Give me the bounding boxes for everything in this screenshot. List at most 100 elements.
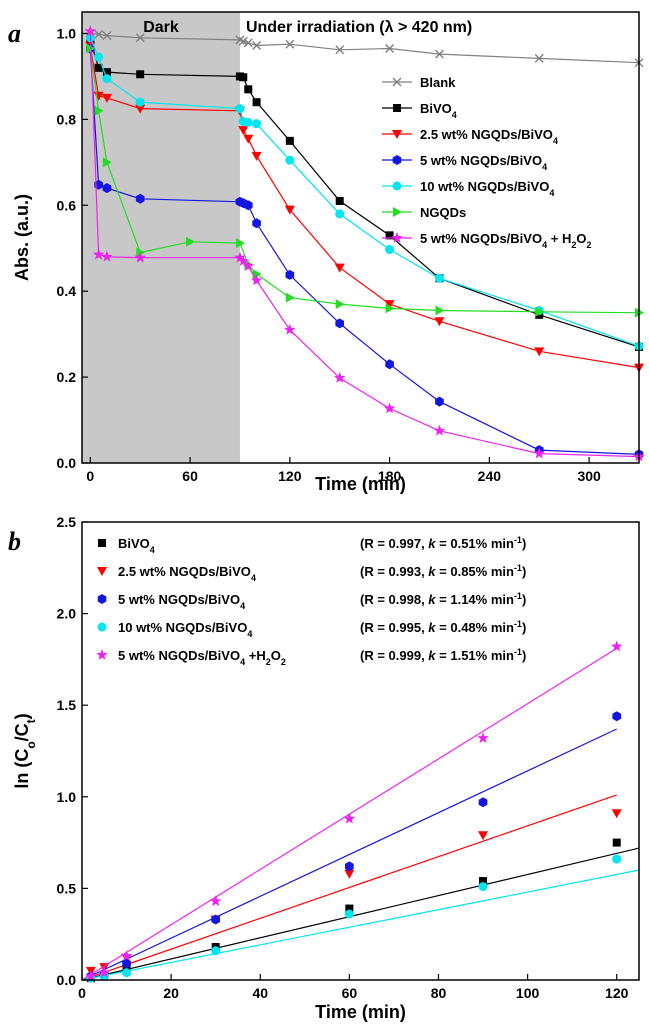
- data-point-a-5-8: [285, 292, 295, 303]
- data-point-a-3-8: [285, 269, 295, 280]
- data-point-a-6-7: [250, 274, 263, 286]
- panel-a: a Dark Under irradiation (λ > 420 nm) Bl…: [8, 11, 645, 494]
- data-point-a-4-8: [285, 155, 295, 165]
- data-point-a-3-11: [435, 396, 444, 407]
- x-tick-label-b: 100: [516, 985, 540, 1001]
- plot-frame-b: [81, 521, 640, 981]
- data-point-a-2-12: [534, 347, 545, 357]
- data-point-a-6-6: [242, 260, 254, 272]
- data-point-a-4-2: [102, 74, 112, 84]
- x-axis-label-b: Time (min): [315, 1002, 406, 1022]
- x-tick-label-a: 300: [577, 468, 601, 484]
- data-point-a-0-6: [243, 38, 253, 48]
- data-point-b-1-5: [478, 831, 489, 841]
- data-point-a-0-8: [285, 39, 295, 49]
- y-tick-label-a: 1.0: [57, 25, 77, 41]
- dark-region-label: Dark: [143, 19, 179, 36]
- x-tick-label-a: 180: [378, 468, 402, 484]
- data-point-a-0-12: [534, 53, 544, 63]
- data-point-b-4-1: [98, 966, 110, 978]
- y-tick-label-a: 0.6: [57, 197, 77, 213]
- fit-line-b-1: [81, 794, 617, 981]
- data-point-a-1-3: [136, 70, 145, 79]
- data-point-b-0-5: [479, 877, 488, 886]
- data-point-a-2-9: [334, 263, 345, 273]
- data-point-a-5-12: [535, 306, 545, 317]
- fit-line-b-2: [81, 728, 617, 981]
- data-point-b-1-4: [344, 869, 355, 879]
- legend-fit-b-1: (R = 0.993, k = 0.85% min-1): [360, 563, 526, 579]
- data-point-a-0-10: [385, 44, 395, 54]
- x-tick-label-b: 20: [163, 985, 179, 1001]
- data-point-b-4-0: [85, 970, 97, 982]
- data-point-a-2-8: [284, 205, 295, 215]
- y-tick-label-a: 0.2: [57, 369, 77, 385]
- axis-ticks-b: 0 20 40 60 80 100 120 0.0 0.5 1.0 1.5 2.0 2.5: [57, 514, 629, 1001]
- fit-line-b-0: [81, 847, 640, 981]
- data-point-a-5-2: [102, 157, 112, 168]
- data-point-a-1-6: [244, 85, 253, 94]
- legend-marker-a-3: [392, 155, 402, 165]
- y-tick-label-b: 0.5: [57, 880, 77, 896]
- panel-letter-b: b: [8, 527, 21, 556]
- series-line-a-1: [89, 39, 640, 348]
- y-axis-label-b: ln (Co/Ct): [12, 713, 38, 788]
- data-point-b-4-4: [343, 812, 356, 824]
- data-point-a-3-7: [252, 218, 261, 229]
- data-point-a-4-6: [243, 117, 253, 127]
- data-point-a-2-5: [238, 126, 249, 136]
- data-point-a-1-10: [385, 231, 394, 240]
- series-line-a-0: [90, 32, 640, 64]
- x-tick-label-b: 60: [342, 985, 358, 1001]
- data-point-a-3-10: [385, 359, 394, 370]
- data-point-a-6-1: [92, 248, 105, 260]
- data-point-a-2-6: [243, 134, 254, 144]
- data-point-b-4-6: [611, 640, 623, 652]
- series-line-a-3: [89, 48, 640, 455]
- legend-label-a-4: 10 wt% NGQDs/BiVO4: [420, 179, 554, 198]
- plot-frame-a: [81, 11, 640, 464]
- legend-label-a-2: 2.5 wt% NGQDs/BiVO4: [420, 127, 558, 146]
- legend-marker-a-4: [392, 181, 402, 191]
- legend-b: BiVO4 (R = 0.997, k = 0.51% min-1) 2.5 wt%…: [96, 535, 526, 667]
- data-point-a-1-7: [252, 98, 261, 107]
- data-point-a-5-10: [385, 303, 395, 314]
- legend-label-a-3: 5 wt% NGQDs/BiVO4: [420, 153, 547, 172]
- data-point-a-5-11: [435, 305, 445, 316]
- legend-label-a-6: 5 wt% NGQDs/BiVO4 + H2O2: [420, 231, 591, 250]
- legend-marker-a-6: [391, 232, 403, 243]
- legend-fit-b-0: (R = 0.997, k = 0.51% min-1): [360, 535, 526, 551]
- panel-letter-a: a: [8, 19, 21, 48]
- legend-marker-b-1: [97, 567, 107, 576]
- data-point-b-3-5: [478, 882, 488, 892]
- data-point-a-6-10: [383, 402, 396, 414]
- data-point-a-4-3: [135, 97, 145, 107]
- x-tick-label-a: 120: [278, 468, 302, 484]
- data-point-a-6-3: [134, 251, 146, 263]
- y-tick-label-a: 0.8: [57, 111, 77, 127]
- series-group-b: [81, 640, 640, 983]
- data-point-a-4-1: [94, 52, 104, 62]
- data-point-b-0-6: [612, 838, 621, 847]
- series-group-a: [84, 25, 645, 462]
- x-tick-label-a: 60: [182, 468, 198, 484]
- y-tick-label-b: 2.5: [57, 514, 77, 530]
- legend-marker-b-0: [98, 539, 106, 547]
- legend-label-b-1: 2.5 wt% NGQDs/BiVO4: [118, 564, 256, 583]
- data-point-b-4-2: [120, 950, 133, 961]
- data-point-a-1-2: [102, 68, 111, 77]
- data-point-a-5-1: [94, 105, 104, 116]
- panel-b: b BiVO4 (R = 0.997, k = 0.51% min-1) 2.5 w…: [8, 514, 640, 1022]
- data-point-a-1-9: [335, 196, 344, 205]
- data-point-a-4-10: [385, 245, 395, 255]
- legend-fit-b-3: (R = 0.995, k = 0.48% min-1): [360, 619, 526, 635]
- dark-region: [82, 12, 240, 463]
- x-tick-label-a: 240: [478, 468, 502, 484]
- y-tick-label-a: 0.4: [57, 283, 77, 299]
- data-point-b-2-4: [345, 861, 354, 872]
- data-point-a-6-12: [533, 447, 545, 459]
- data-point-a-6-5: [237, 255, 249, 266]
- data-point-a-1-5: [239, 73, 248, 82]
- legend-a: Blank BiVO4 2.5 wt% NGQDs/BiVO4 5 wt% NGQDs…: [382, 75, 591, 250]
